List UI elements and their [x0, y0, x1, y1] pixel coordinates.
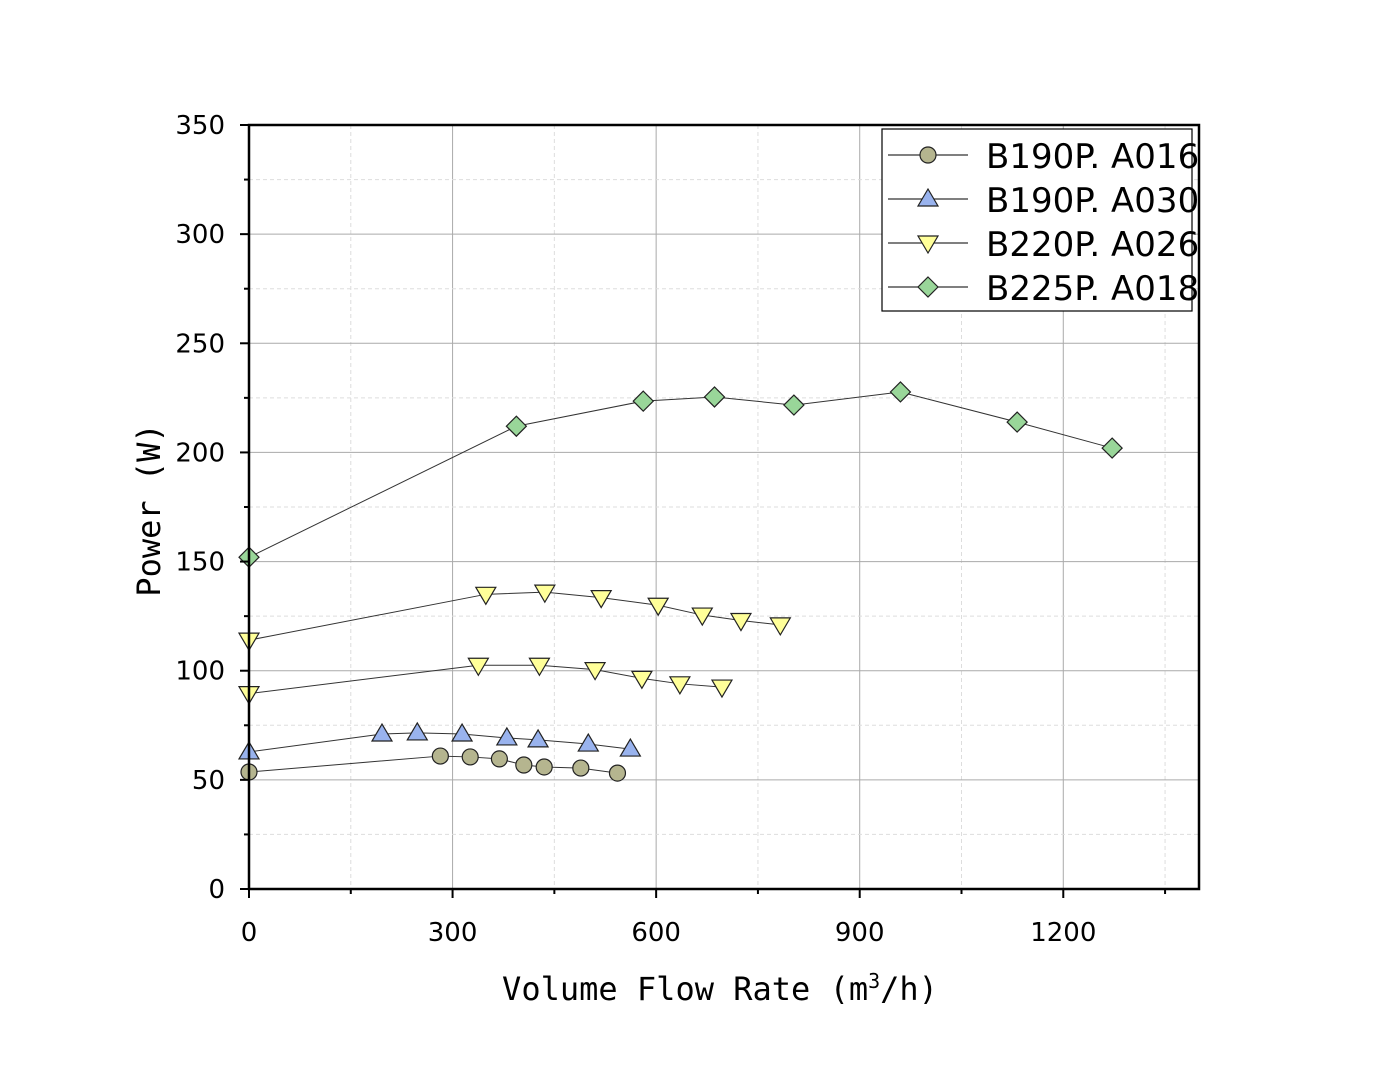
- series-line: [248, 391, 1113, 558]
- data-point: [703, 386, 726, 408]
- data-point: [783, 394, 805, 416]
- x-tick-label: 0: [241, 918, 258, 948]
- y-tick-label: 150: [175, 548, 225, 578]
- y-tick-label: 100: [175, 657, 225, 687]
- data-point: [533, 584, 556, 604]
- data-point: [515, 756, 533, 774]
- y-tick-label: 0: [208, 875, 225, 905]
- x-tick-label: 1200: [1030, 918, 1096, 948]
- legend-label: B190P. A016: [986, 137, 1199, 177]
- data-point: [630, 670, 653, 690]
- data-point: [608, 764, 627, 782]
- data-point: [406, 721, 429, 741]
- data-point: [467, 657, 490, 677]
- legend-label: B220P. A026: [986, 225, 1199, 265]
- data-point: [495, 726, 518, 746]
- data-point: [535, 758, 553, 776]
- legend-marker-circle: [919, 146, 937, 164]
- legend-marker-triangle-down: [916, 235, 940, 255]
- series-b190p-a016: [240, 747, 627, 782]
- y-axis-label: Power (W): [130, 423, 168, 596]
- ticks: 0 300 600 900 1200 0 50 100 150 200 250 300 350: [175, 111, 1167, 948]
- data-point: [490, 750, 508, 768]
- data-point: [584, 662, 607, 681]
- y-tick-label: 200: [175, 438, 225, 468]
- series-line: [248, 664, 723, 695]
- y-tick-label: 300: [175, 220, 225, 250]
- data-point: [572, 759, 590, 777]
- data-point: [889, 381, 912, 403]
- series-b225p-a018: [238, 381, 1123, 569]
- series-b190p-a030: [237, 721, 642, 760]
- data-point: [647, 597, 670, 617]
- data-point: [505, 415, 528, 438]
- x-tick-label: 900: [835, 918, 885, 948]
- x-axis-label: Volume Flow Rate (m3/h): [502, 969, 938, 1008]
- data-point: [474, 586, 497, 606]
- data-point: [668, 676, 691, 695]
- legend-label: B190P. A030: [986, 181, 1199, 221]
- series-b220p-a026: [237, 657, 734, 705]
- y-tick-label: 350: [175, 111, 225, 141]
- data-point: [527, 728, 550, 748]
- data-point: [590, 589, 613, 609]
- x-tick-label: 600: [631, 918, 681, 948]
- data-point: [769, 617, 792, 637]
- series-b220p-a026: [237, 584, 792, 652]
- data-point: [710, 679, 734, 699]
- series-layer: [237, 381, 1123, 782]
- data-point: [691, 607, 714, 627]
- data-point: [1006, 411, 1028, 433]
- legend-label: B225P. A018: [986, 269, 1199, 309]
- data-point: [632, 390, 655, 412]
- data-point: [451, 722, 474, 742]
- data-point: [729, 612, 753, 632]
- data-point: [577, 732, 600, 752]
- data-point: [619, 737, 642, 757]
- data-point: [431, 747, 449, 765]
- legend-marker-triangle-up: [916, 187, 940, 207]
- data-point: [1101, 437, 1123, 459]
- legend-marker-diamond: [917, 276, 939, 298]
- y-tick-label: 50: [192, 766, 225, 796]
- data-point: [370, 722, 394, 742]
- y-tick-label: 250: [175, 329, 225, 359]
- data-point: [461, 748, 479, 766]
- x-tick-label: 300: [428, 918, 478, 948]
- data-point: [528, 657, 551, 677]
